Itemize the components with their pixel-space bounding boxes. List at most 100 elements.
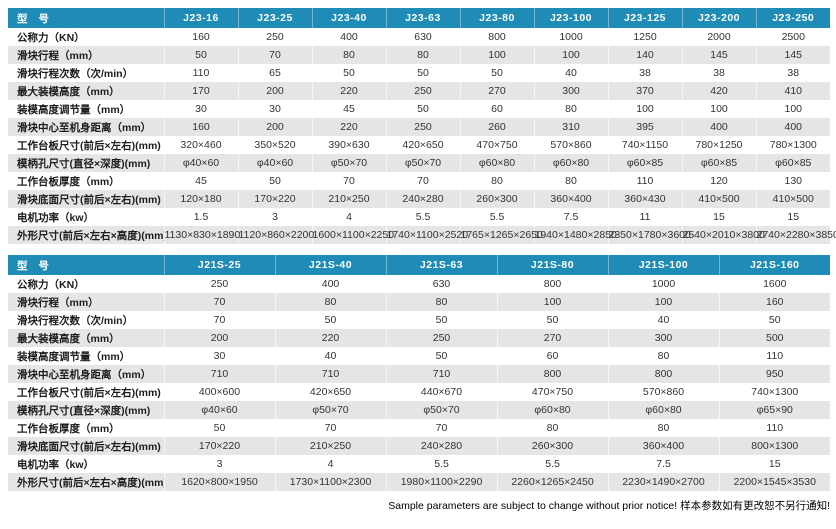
row-label: 装模高度调节量（mm）: [17, 350, 131, 363]
value-cell: 100: [533, 46, 608, 64]
value-cell: 80: [496, 419, 608, 437]
value-cell: φ40×60: [163, 154, 238, 172]
model-corner-header: 型 号: [8, 8, 164, 28]
value-cell: φ60×85: [681, 154, 756, 172]
spec-row: 工作台板尺寸(前后×左右)(mm) 400×600 420×650 440×670 47…: [8, 383, 830, 401]
value-cell: 1740×1100×2520: [385, 226, 468, 244]
row-label: 外形尺寸(前后×左右×高度)(mm): [17, 229, 164, 242]
value-cell: 570×860: [607, 383, 719, 401]
value-cell: 410×500: [755, 190, 830, 208]
value-cell: 5.5: [459, 208, 534, 226]
disclaimer-note: Sample parameters are subject to change …: [388, 500, 830, 512]
value-cell: 5.5: [385, 455, 497, 473]
value-cell: 80: [385, 46, 460, 64]
value-cell: 145: [755, 46, 830, 64]
spec-row: 最大装模高度（mm） 170 200 220 250 270 300 370 420 410: [8, 82, 830, 100]
value-cell: 15: [681, 208, 756, 226]
value-cell: 4: [274, 455, 386, 473]
spec-row: 滑块底面尺寸(前后×左右)(mm) 170×220 210×250 240×280 26…: [8, 437, 830, 455]
row-label: 滑块中心至机身距离（mm）: [17, 368, 152, 381]
value-cell: 260×300: [496, 437, 608, 455]
value-cell: 50: [163, 419, 275, 437]
value-cell: 80: [607, 419, 719, 437]
value-cell: 50: [385, 64, 460, 82]
value-cell: 260: [459, 118, 534, 136]
value-cell: 360×400: [607, 437, 719, 455]
value-cell: 300: [533, 82, 608, 100]
spec-row: 滑块底面尺寸(前后×左右)(mm) 120×180 170×220 210×250 24…: [8, 190, 830, 208]
value-cell: 420: [681, 82, 756, 100]
model-header-cell: J21S-160: [718, 255, 830, 275]
value-cell: 1980×1100×2290: [385, 473, 497, 491]
value-cell: 410×500: [681, 190, 756, 208]
row-label: 滑块中心至机身距离（mm）: [17, 121, 152, 134]
value-cell: 30: [163, 347, 275, 365]
value-cell: 4: [311, 208, 386, 226]
value-cell: 370: [607, 82, 682, 100]
value-cell: 38: [681, 64, 756, 82]
value-cell: 110: [607, 172, 682, 190]
value-cell: 710: [163, 365, 275, 383]
value-cell: 320×460: [163, 136, 238, 154]
value-cell: 80: [274, 293, 386, 311]
model-header-cell: J21S-25: [163, 255, 275, 275]
value-cell: 1120×860×2200: [237, 226, 314, 244]
value-cell: 470×750: [496, 383, 608, 401]
value-cell: 120×180: [163, 190, 238, 208]
value-cell: 360×430: [607, 190, 682, 208]
value-cell: 50: [163, 46, 238, 64]
value-cell: 120: [681, 172, 756, 190]
value-cell: 80: [459, 172, 534, 190]
spec-row: 公称力（KN） 250 400 630 800 1000 1600: [8, 275, 830, 293]
value-cell: 630: [385, 275, 497, 293]
value-cell: 740×1300: [718, 383, 830, 401]
value-cell: 350×520: [237, 136, 312, 154]
spec-row: 电机功率（kw） 3 4 5.5 5.5 7.5 15: [8, 455, 830, 473]
value-cell: 800: [496, 365, 608, 383]
value-cell: 250: [385, 329, 497, 347]
value-cell: 410: [755, 82, 830, 100]
value-cell: 50: [385, 100, 460, 118]
model-header-cell: J23-25: [237, 8, 312, 28]
value-cell: 7.5: [533, 208, 608, 226]
value-cell: 220: [311, 82, 386, 100]
value-cell: 160: [163, 118, 238, 136]
value-cell: φ40×60: [237, 154, 312, 172]
value-cell: 740×1150: [607, 136, 682, 154]
value-cell: 420×650: [274, 383, 386, 401]
value-cell: 15: [755, 208, 830, 226]
value-cell: 400: [274, 275, 386, 293]
value-cell: 250: [385, 82, 460, 100]
value-cell: 50: [385, 347, 497, 365]
value-cell: 130: [755, 172, 830, 190]
model-header-cell: J23-200: [681, 8, 756, 28]
value-cell: 80: [607, 347, 719, 365]
value-cell: 2500: [755, 28, 830, 46]
row-label: 装模高度调节量（mm）: [17, 103, 131, 116]
value-cell: 40: [607, 311, 719, 329]
value-cell: 250: [163, 275, 275, 293]
value-cell: 780×1250: [681, 136, 756, 154]
value-cell: φ60×85: [607, 154, 682, 172]
row-label: 模柄孔尺寸(直径×深度)(mm): [17, 157, 151, 170]
value-cell: 2350×1780×3600: [607, 226, 691, 244]
value-cell: 1600: [718, 275, 830, 293]
spec-row: 工作台板厚度（mm） 50 70 70 80 80 110: [8, 419, 830, 437]
value-cell: 5.5: [496, 455, 608, 473]
value-cell: 2230×1490×2700: [607, 473, 719, 491]
value-cell: 240×280: [385, 190, 460, 208]
spec-row: 滑块行程（mm） 50 70 80 80 100 100 140 145 145: [8, 46, 830, 64]
value-cell: 170: [163, 82, 238, 100]
header-row: 型 号 J21S-25 J21S-40 J21S-63 J21S-80 J21S-100 J…: [8, 255, 830, 275]
value-cell: 240×280: [385, 437, 497, 455]
spec-row: 滑块行程次数（次/min） 110 65 50 50 50 40 38 38 38: [8, 64, 830, 82]
row-label: 滑块行程（mm）: [17, 49, 99, 62]
row-label: 滑块底面尺寸(前后×左右)(mm): [17, 440, 161, 453]
value-cell: 3: [237, 208, 312, 226]
value-cell: 1.5: [163, 208, 238, 226]
value-cell: 570×860: [533, 136, 608, 154]
model-header-cell: J21S-63: [385, 255, 497, 275]
value-cell: 1730×1100×2300: [274, 473, 386, 491]
value-cell: 80: [385, 293, 497, 311]
model-header-cell: J23-80: [459, 8, 534, 28]
